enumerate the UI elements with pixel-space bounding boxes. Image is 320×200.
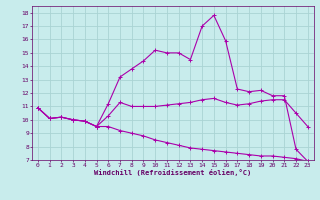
X-axis label: Windchill (Refroidissement éolien,°C): Windchill (Refroidissement éolien,°C)	[94, 169, 252, 176]
